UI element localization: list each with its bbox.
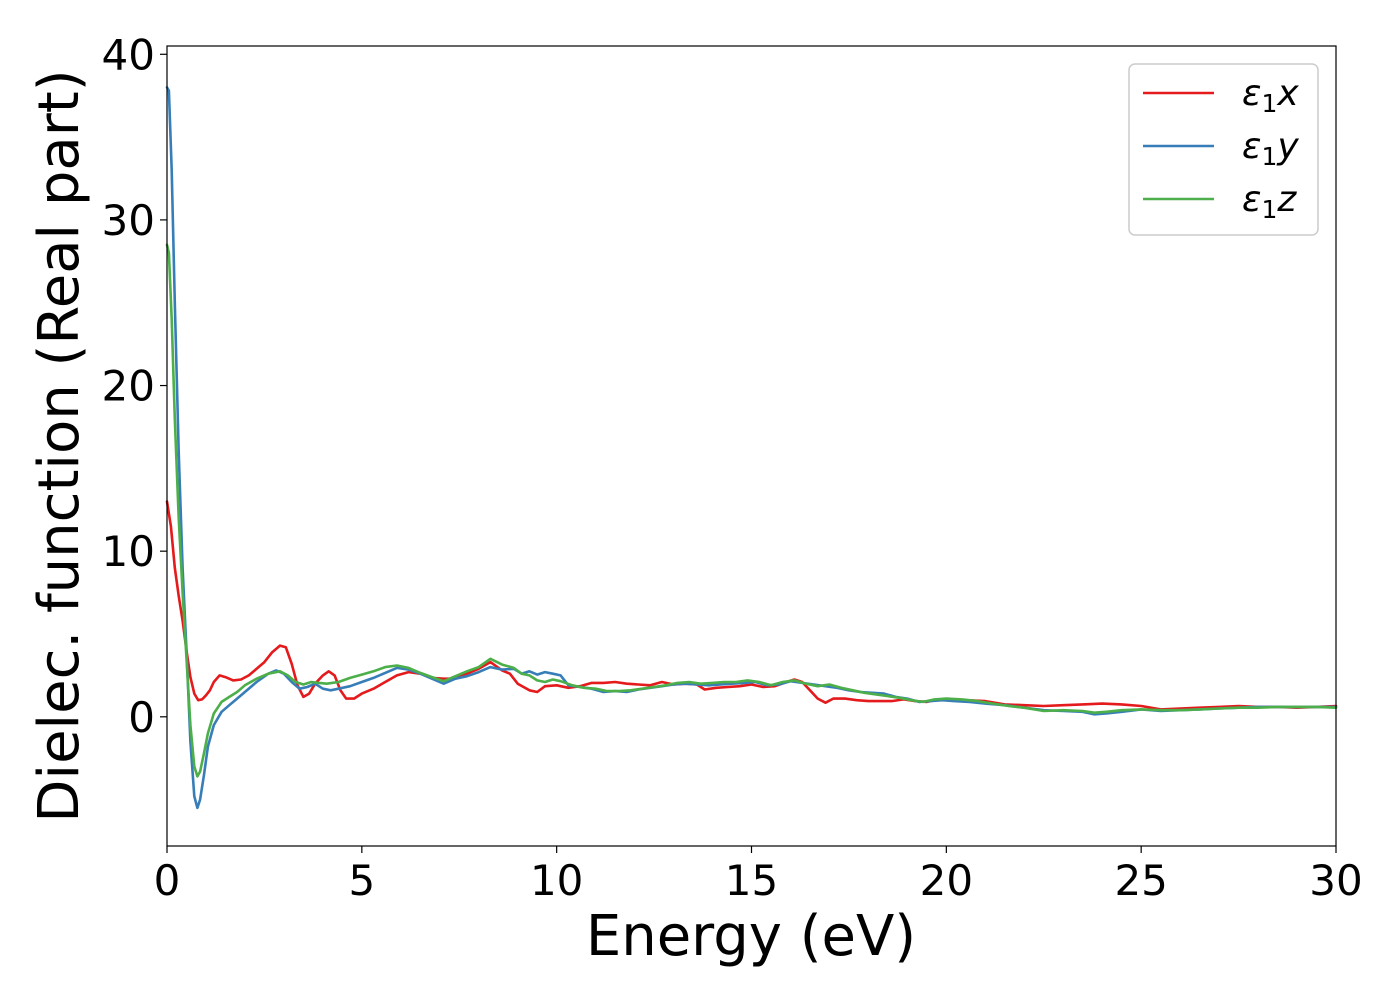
y-tick-label: 20 [102,362,155,411]
legend-component: y [1276,126,1299,167]
legend-box [1128,63,1319,236]
legend-epsilon: ε [1242,179,1261,220]
series-line-z [165,243,1338,778]
x-axis-label: Energy (eV) [586,904,916,969]
y-tick-label: 0 [128,693,155,742]
legend-subscript: 1 [1261,89,1277,118]
x-tick-label: 15 [725,856,778,905]
legend-label-z: ε1z [1242,179,1297,224]
x-tick-label: 30 [1309,856,1362,905]
y-axis-ticks: 0 10 20 30 40 [102,30,167,742]
x-tick-label: 25 [1114,856,1167,905]
y-tick-label: 10 [102,527,155,576]
legend-epsilon: ε [1242,73,1261,114]
legend-epsilon: ε [1242,126,1261,167]
y-tick-label: 30 [102,196,155,245]
legend-subscript: 1 [1261,142,1277,171]
x-axis-ticks: 0 5 10 15 20 25 30 [154,846,1363,905]
legend-component: z [1276,179,1297,220]
legend-label-x: ε1x [1242,73,1299,118]
y-tick-label: 40 [102,30,155,79]
x-tick-label: 0 [154,856,181,905]
x-tick-label: 5 [348,856,375,905]
y-axis-label: Dielec. function (Real part) [27,69,92,822]
legend-label-y: ε1y [1242,126,1299,171]
series-layer [165,86,1338,810]
x-tick-label: 20 [920,856,973,905]
legend-subscript: 1 [1261,195,1277,224]
x-tick-label: 10 [530,856,583,905]
legend-component: x [1276,73,1299,114]
